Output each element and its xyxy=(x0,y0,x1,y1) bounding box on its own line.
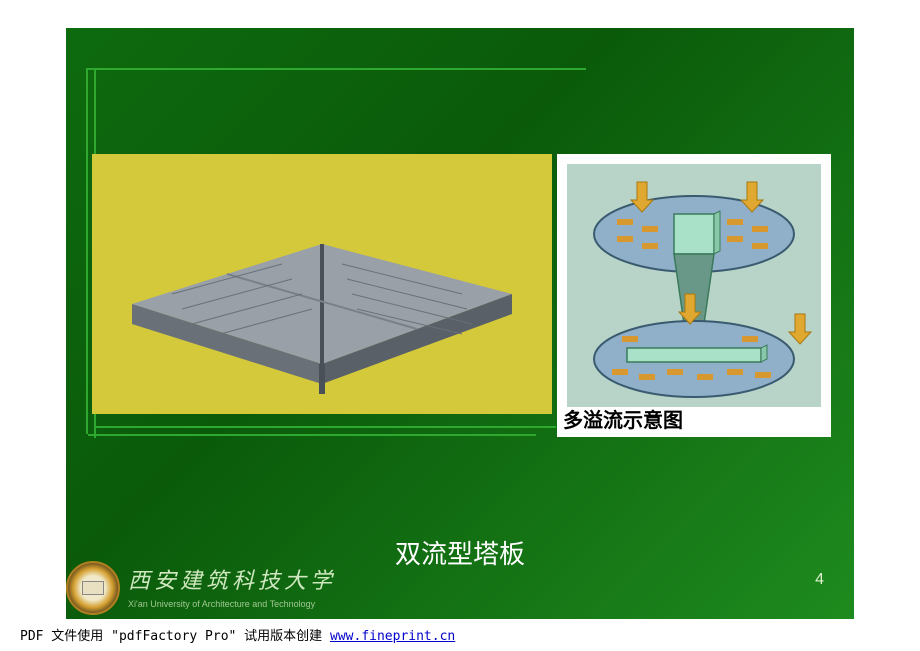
footer-link[interactable]: www.fineprint.cn xyxy=(330,629,455,644)
deco-line xyxy=(86,68,586,70)
schematic-panel: 多溢流示意图 xyxy=(557,154,831,437)
footer-prefix: PDF 文件使用 "pdfFactory Pro" 试用版本创建 xyxy=(20,629,330,644)
university-logo xyxy=(66,561,120,615)
deco-line xyxy=(88,434,536,436)
deco-line xyxy=(86,68,88,434)
slide-container: 多溢流示意图 双流型塔板 4 西安建筑科技大学 Xi'an University… xyxy=(66,28,854,619)
university-subtitle: Xi'an University of Architecture and Tec… xyxy=(128,599,315,609)
university-name: 西安建筑科技大学 xyxy=(128,563,336,595)
pdf-footer: PDF 文件使用 "pdfFactory Pro" 试用版本创建 www.fin… xyxy=(20,625,455,644)
deco-line xyxy=(96,426,556,428)
tray-3d-illustration xyxy=(122,194,522,394)
multi-overflow-schematic xyxy=(567,164,821,407)
schematic-caption: 多溢流示意图 xyxy=(563,404,683,433)
tray-photo xyxy=(92,154,552,414)
page-number: 4 xyxy=(815,571,824,589)
